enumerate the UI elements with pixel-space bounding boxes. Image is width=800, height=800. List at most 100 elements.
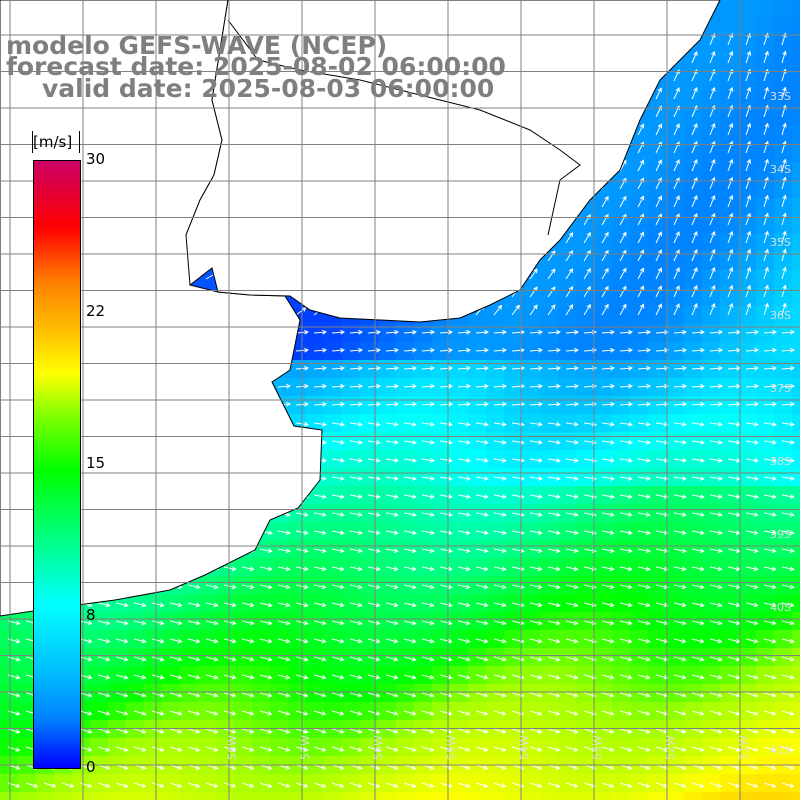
wind-arrow xyxy=(313,710,327,716)
wind-arrow xyxy=(691,51,698,64)
wind-arrow xyxy=(565,232,574,244)
wind-arrow xyxy=(421,530,435,535)
wind-arrow xyxy=(475,584,489,590)
wind-arrow xyxy=(763,746,777,752)
wind-arrow xyxy=(673,421,687,427)
wind-arrow xyxy=(403,365,417,371)
wind-arrow xyxy=(745,620,759,626)
wind-arrow xyxy=(619,195,627,208)
wind-arrow xyxy=(349,782,363,788)
wind-arrow xyxy=(493,401,507,407)
wind-arrow xyxy=(403,656,417,662)
wind-arrow xyxy=(655,87,662,100)
latitude-label: 39S xyxy=(770,528,791,541)
wind-arrow xyxy=(439,421,453,427)
wind-arrow xyxy=(745,656,759,662)
wind-arrow xyxy=(475,620,489,626)
wind-arrow xyxy=(367,638,381,644)
land-mass-north xyxy=(185,0,721,323)
wind-arrow xyxy=(439,494,453,499)
latitude-label: 41S xyxy=(770,744,791,757)
wind-arrow xyxy=(565,548,579,554)
wind-arrow xyxy=(709,383,723,389)
wind-arrow xyxy=(259,746,273,752)
wind-arrow xyxy=(403,476,417,481)
wind-arrow xyxy=(727,764,741,770)
wind-arrow xyxy=(493,710,507,716)
wind-arrow xyxy=(169,728,183,734)
wind-arrow xyxy=(439,674,453,680)
wind-arrow xyxy=(421,728,435,734)
wind-arrow xyxy=(691,267,698,280)
wind-arrow xyxy=(79,656,93,662)
wind-arrow xyxy=(313,764,327,770)
wind-arrow xyxy=(115,710,129,716)
wind-arrow xyxy=(331,530,345,535)
wind-arrow xyxy=(277,656,291,662)
wind-arrow xyxy=(691,329,705,335)
wind-arrow xyxy=(619,329,633,335)
wind-arrow xyxy=(529,476,543,481)
wind-arrow xyxy=(475,764,489,770)
wind-arrow xyxy=(457,710,471,716)
wind-arrow xyxy=(763,158,769,172)
wind-arrow xyxy=(115,746,129,752)
wind-arrow xyxy=(367,764,381,770)
wind-arrow xyxy=(745,710,759,716)
wind-arrow xyxy=(421,476,435,481)
wind-arrow xyxy=(493,548,507,554)
wind-arrow xyxy=(457,782,471,788)
wind-arrow xyxy=(331,584,345,590)
longitude-label: 57W xyxy=(299,735,312,760)
wind-arrow xyxy=(673,329,687,335)
wind-arrow xyxy=(565,692,579,698)
wind-arrow xyxy=(385,329,399,335)
wind-arrow xyxy=(493,421,507,427)
wind-arrow xyxy=(385,566,399,572)
wind-arrow xyxy=(637,710,651,716)
wind-arrow xyxy=(709,122,716,136)
wind-arrow xyxy=(601,638,615,644)
wind-arrow xyxy=(691,566,705,572)
wind-arrow xyxy=(709,302,716,316)
wind-arrow xyxy=(763,230,769,244)
wind-arrow xyxy=(619,728,633,734)
wind-arrow xyxy=(151,602,165,608)
wind-arrow xyxy=(745,284,752,298)
wind-arrow xyxy=(313,746,327,752)
wind-arrow xyxy=(673,285,680,298)
wind-arrow xyxy=(367,439,381,445)
wind-arrow xyxy=(331,476,345,481)
wind-arrow xyxy=(655,620,669,626)
wind-arrow xyxy=(97,674,111,680)
wind-arrow xyxy=(331,710,345,716)
wind-arrow xyxy=(637,566,651,572)
wind-arrow xyxy=(223,692,237,698)
wind-arrow xyxy=(637,401,651,407)
wind-arrow xyxy=(709,530,723,535)
wind-arrow xyxy=(781,122,787,136)
wind-arrow xyxy=(79,620,93,626)
wind-arrow xyxy=(529,674,543,680)
wind-arrow xyxy=(529,530,543,535)
wind-arrow xyxy=(691,249,698,262)
wind-arrow xyxy=(781,439,795,445)
wind-arrow xyxy=(655,602,669,608)
wind-arrow xyxy=(745,692,759,698)
wind-arrow xyxy=(133,602,147,608)
wind-arrow xyxy=(691,195,698,208)
wind-arrow xyxy=(709,158,716,172)
wind-arrow xyxy=(421,602,435,608)
wind-arrow xyxy=(439,728,453,734)
wind-arrow xyxy=(745,584,759,590)
wind-arrow xyxy=(403,638,417,644)
wind-arrow xyxy=(169,674,183,680)
wind-arrow xyxy=(547,439,561,445)
wind-arrow xyxy=(637,728,651,734)
wind-arrow xyxy=(385,656,399,662)
wind-arrow xyxy=(403,329,417,335)
wind-arrow xyxy=(601,656,615,662)
wind-arrow xyxy=(619,674,633,680)
wind-arrow xyxy=(655,231,662,244)
wind-arrow xyxy=(367,401,381,407)
